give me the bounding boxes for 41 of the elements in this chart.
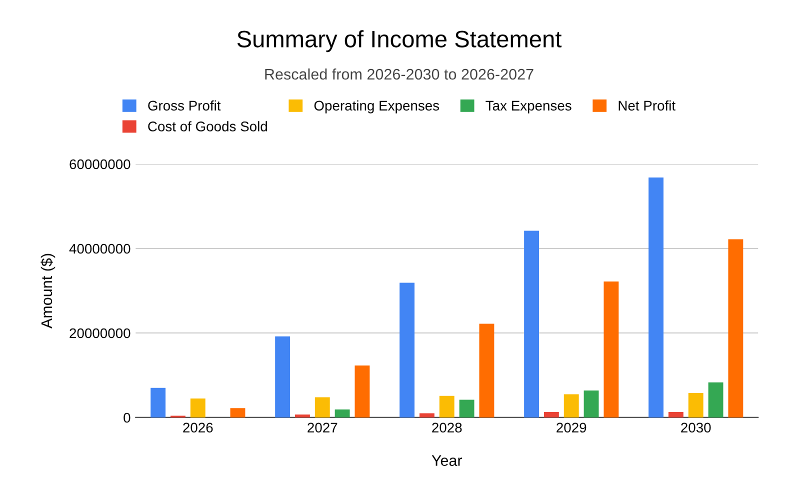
- chart-subtitle: Rescaled from 2026-2030 to 2026-2027: [265, 68, 534, 80]
- x-tick-label: 2027: [308, 422, 338, 433]
- bar: [275, 336, 290, 418]
- bar: [354, 366, 370, 418]
- bar: [668, 412, 684, 418]
- legend-label: Operating Expenses: [314, 100, 440, 114]
- legend-label: Net Profit: [618, 100, 676, 111]
- x-tick-label: 2028: [432, 422, 462, 433]
- legend-label: Cost of Goods Sold: [148, 121, 267, 132]
- bar: [708, 382, 724, 418]
- bar: [334, 409, 350, 418]
- bar: [604, 281, 619, 418]
- bar: [544, 412, 559, 418]
- y-tick-label: 40000000: [69, 244, 130, 254]
- bar: [584, 390, 599, 418]
- y-tick-label: 0: [124, 412, 130, 423]
- bar: [688, 392, 704, 418]
- bar: [314, 397, 330, 418]
- bar: [419, 413, 434, 418]
- bar: [459, 400, 474, 418]
- x-tick-label: 2029: [556, 422, 586, 433]
- bar: [524, 230, 539, 418]
- bar: [230, 408, 246, 418]
- legend-label: Tax Expenses: [486, 100, 572, 114]
- bar: [295, 414, 310, 418]
- bar: [439, 396, 454, 418]
- bar: [564, 394, 579, 418]
- y-axis-title: Amount ($): [40, 254, 56, 328]
- chart-title: Summary of Income Statement: [237, 30, 562, 52]
- y-tick-label: 20000000: [70, 328, 130, 338]
- bar: [479, 324, 494, 418]
- y-tick-label: 60000000: [70, 159, 130, 170]
- x-tick-label: 2030: [681, 422, 711, 433]
- bar: [400, 282, 415, 418]
- bar: [150, 388, 166, 418]
- legend-label: Gross Profit: [148, 100, 221, 111]
- x-axis-title: Year: [432, 455, 462, 466]
- x-tick-label: 2026: [183, 422, 213, 433]
- bar: [648, 178, 664, 418]
- bar: [728, 239, 744, 418]
- bar: [190, 398, 206, 418]
